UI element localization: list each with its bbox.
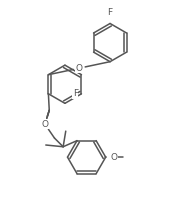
Text: F: F	[107, 8, 113, 17]
Text: O: O	[76, 64, 83, 73]
Text: F: F	[73, 89, 78, 98]
Text: O: O	[111, 153, 118, 162]
Text: O: O	[41, 120, 48, 129]
